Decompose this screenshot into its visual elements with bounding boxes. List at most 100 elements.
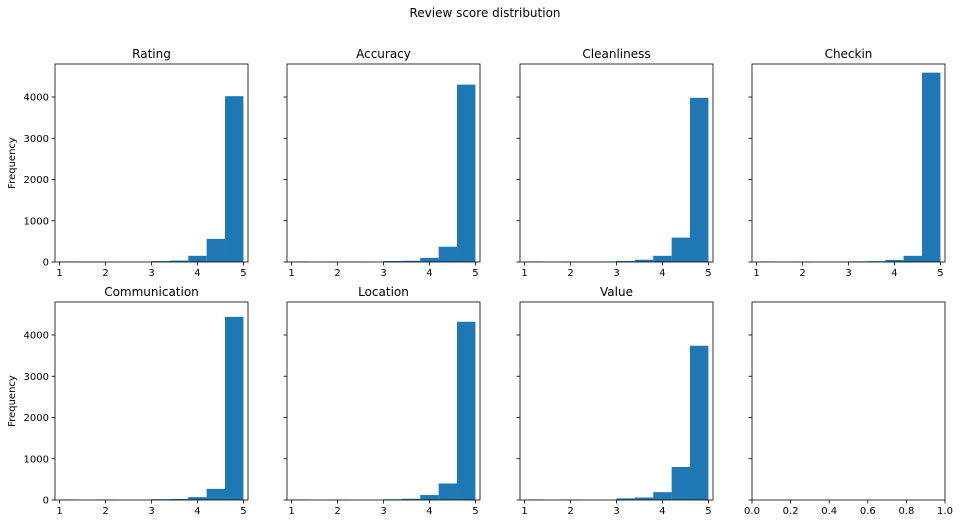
x-tick-label: 3 (613, 506, 619, 517)
x-tick-label: 3 (613, 268, 619, 279)
figure-suptitle: Review score distribution (409, 6, 560, 20)
histogram-bar (671, 237, 691, 262)
x-tick-label: 0.6 (860, 506, 876, 517)
x-tick-label: 4 (194, 268, 200, 279)
x-tick-label: 2 (102, 506, 108, 517)
x-tick-label: 0.4 (821, 506, 837, 517)
x-tick-label: 5 (472, 268, 478, 279)
histogram-bar (420, 257, 439, 263)
histogram-bar (188, 255, 207, 262)
histogram-bar (206, 488, 226, 500)
y-tick-label: 0 (43, 258, 49, 269)
subplot-value: Value 1 2 3 4 5 (516, 285, 714, 517)
x-tick-label: 3 (380, 506, 386, 517)
x-tick-label: 3 (380, 268, 386, 279)
x-tick-label: 2 (334, 268, 340, 279)
x-tick-label: 2 (567, 506, 573, 517)
x-tick-label: 1 (288, 506, 294, 517)
subplot-accuracy: Accuracy 1 2 3 4 5 (283, 47, 481, 279)
subplot-title: Value (600, 285, 633, 299)
y-tick-label: 3000 (24, 134, 49, 145)
x-tick-label: 4 (426, 506, 432, 517)
histogram-bar (401, 260, 421, 262)
histogram-bar (457, 84, 476, 263)
subplot-title: Cleanliness (582, 47, 650, 61)
axes-frame (751, 301, 946, 501)
histogram-bar (169, 260, 189, 262)
subplot-cleanliness: Cleanliness 1 2 3 4 5 (516, 47, 714, 279)
subplot-location: Location 1 2 3 4 5 (283, 285, 481, 517)
x-tick-label: 2 (334, 506, 340, 517)
x-tick-label: 1 (56, 506, 62, 517)
x-tick-label: 2 (799, 268, 805, 279)
histogram-bar (903, 255, 923, 262)
x-tick-label: 1 (288, 268, 294, 279)
subplot-title: Accuracy (356, 47, 411, 61)
x-tick-label: 5 (472, 506, 478, 517)
histogram-bar (922, 72, 941, 262)
x-tick-label: 5 (937, 268, 943, 279)
histogram-bar (634, 497, 654, 500)
histogram-bar (188, 497, 207, 500)
x-tick-label: 1 (521, 506, 527, 517)
histogram-bar (616, 260, 635, 262)
histogram-bar (885, 259, 904, 262)
y-axis-label: Frequency (7, 137, 18, 189)
x-tick-label: 2 (102, 268, 108, 279)
y-tick-label: 2000 (24, 175, 49, 186)
x-tick-label: 4 (659, 506, 665, 517)
x-tick-label: 1 (753, 268, 759, 279)
x-tick-label: 3 (845, 268, 851, 279)
x-tick-label: 4 (194, 506, 200, 517)
x-tick-label: 5 (705, 268, 711, 279)
subplot-rating: Rating 1 2 3 4 5 0 1000 2000 3000 4000 Frequency (7, 47, 249, 279)
histogram-bar (653, 255, 672, 262)
y-axis-label: Frequency (7, 375, 18, 427)
histogram-bar (151, 499, 170, 500)
histogram-bar (634, 259, 654, 262)
histogram-bar (169, 498, 189, 500)
histogram-bar (438, 483, 458, 500)
x-tick-label: 2 (567, 268, 573, 279)
histogram-bar (151, 261, 170, 262)
histogram-bar (866, 261, 886, 262)
histogram-bar (653, 492, 672, 500)
subplot-checkin: Checkin 1 2 3 4 5 (748, 47, 946, 279)
x-tick-label: 4 (659, 268, 665, 279)
x-tick-label: 4 (426, 268, 432, 279)
y-tick-label: 2000 (24, 413, 49, 424)
x-tick-label: 5 (705, 506, 711, 517)
y-tick-label: 0 (43, 496, 49, 507)
histogram-bar (420, 495, 439, 500)
histogram-bar (457, 321, 476, 500)
subplot-empty: 0.0 0.2 0.4 0.6 0.8 1.0 (744, 301, 953, 517)
x-tick-label: 1 (521, 268, 527, 279)
subplot-title: Location (358, 285, 409, 299)
subplot-title: Rating (132, 47, 171, 61)
x-tick-label: 3 (148, 506, 154, 517)
subplot-grid: Rating 1 2 3 4 5 0 1000 2000 3000 4000 Frequency Acc… (7, 47, 953, 517)
histogram-bar (225, 96, 244, 262)
x-tick-label: 0.0 (744, 506, 760, 517)
y-tick-label: 3000 (24, 372, 49, 383)
histogram-bar (671, 467, 691, 500)
histogram-bar (225, 316, 244, 500)
x-tick-label: 1.0 (937, 506, 953, 517)
x-tick-label: 4 (891, 268, 897, 279)
y-tick-label: 4000 (24, 331, 49, 342)
x-tick-label: 1 (56, 268, 62, 279)
x-tick-label: 0.2 (783, 506, 799, 517)
x-tick-label: 5 (240, 268, 246, 279)
histogram-bar (438, 246, 458, 262)
histogram-bar (383, 260, 402, 262)
subplot-title: Communication (104, 285, 199, 299)
x-tick-label: 0.8 (898, 506, 914, 517)
histogram-bar (206, 238, 226, 262)
subplot-title: Checkin (825, 47, 873, 61)
histogram-bar (401, 498, 421, 500)
y-tick-label: 1000 (24, 216, 49, 227)
histogram-bar (616, 498, 635, 500)
histogram-bar (690, 97, 709, 262)
